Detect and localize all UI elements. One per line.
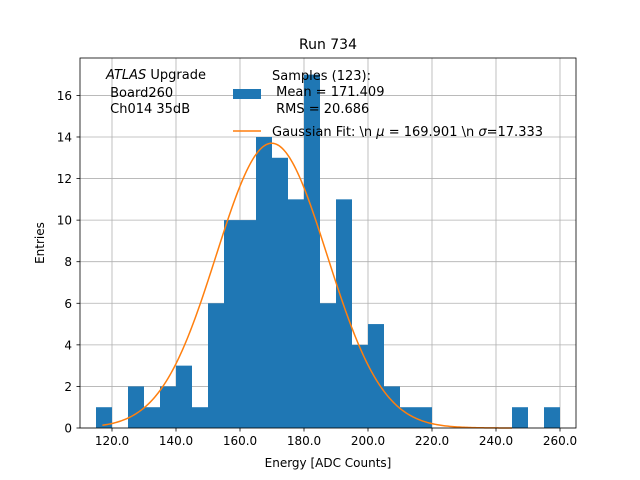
annotation-atlas: ATLAS (105, 68, 146, 83)
histogram-bar (336, 199, 352, 428)
histogram-bar (320, 303, 336, 428)
histogram-bar (144, 407, 160, 428)
annotation-line-2: Board260 (106, 86, 173, 101)
histogram-bar (128, 386, 144, 428)
atlas-annotation: ATLAS Upgrade Board260 Ch014 35dB (105, 68, 206, 117)
histogram-bar (208, 303, 224, 428)
x-tick-label: 240.0 (479, 434, 513, 448)
legend-histogram-line-1: Samples (123): (272, 69, 371, 84)
y-axis-label: Entries (33, 222, 47, 264)
y-tick-label: 10 (57, 214, 72, 228)
histogram-bars (96, 74, 560, 429)
y-tick-label: 2 (64, 380, 72, 394)
y-tick-label: 0 (64, 422, 72, 436)
histogram-bar (304, 74, 320, 428)
x-tick-label: 120.0 (95, 434, 129, 448)
x-tick-label: 140.0 (159, 434, 193, 448)
legend-histogram-line-3: RMS = 20.686 (272, 102, 369, 117)
histogram-bar (400, 407, 416, 428)
histogram-bar (352, 344, 368, 428)
x-tick-label: 260.0 (543, 434, 577, 448)
y-tick-label: 14 (57, 130, 72, 144)
gaussian-fit-curve (102, 142, 513, 429)
legend-fit-mu-symbol: μ (375, 125, 384, 140)
histogram-bar (272, 157, 288, 429)
y-tick-label: 4 (64, 338, 72, 352)
y-tick-label: 6 (64, 297, 72, 311)
x-tick-label: 160.0 (223, 434, 257, 448)
histogram-bar (96, 407, 112, 428)
y-axis-ticks: 0 2 4 6 8 10 12 14 16 (57, 89, 80, 436)
annotation-line-1: ATLAS Upgrade (105, 68, 206, 83)
histogram-bar (176, 365, 192, 428)
histogram-bar (160, 386, 176, 428)
plot-frame (79, 57, 577, 429)
annotation-upgrade: Upgrade (146, 68, 206, 83)
y-tick-label: 16 (57, 89, 72, 103)
histogram-bar (416, 407, 432, 428)
legend: Samples (123): Mean = 171.409 RMS = 20.6… (233, 69, 543, 140)
x-tick-label: 200.0 (351, 434, 385, 448)
legend-fit-sigma-value: =17.333 (487, 125, 543, 140)
histogram-bar (192, 407, 208, 428)
histogram-bar (544, 407, 560, 428)
legend-histogram-line-2: Mean = 171.409 (272, 85, 384, 100)
legend-fit-label: Gaussian Fit: \n μ = 169.901 \n σ=17.333 (272, 125, 543, 140)
histogram-bar (240, 220, 256, 428)
chart-title: Run 734 (299, 37, 357, 53)
x-tick-label: 220.0 (415, 434, 449, 448)
x-tick-label: 180.0 (287, 434, 321, 448)
y-tick-label: 8 (64, 255, 72, 269)
histogram-bar (368, 324, 384, 428)
legend-histogram-swatch (233, 89, 261, 99)
legend-fit-mu-value: = 169.901 \n (385, 125, 479, 140)
histogram-bar (512, 407, 528, 428)
histogram-bar (288, 199, 304, 428)
legend-fit-sigma-symbol: σ (478, 125, 487, 140)
histogram-bar (256, 136, 272, 428)
x-axis-ticks: 120.0 140.0 160.0 180.0 200.0 220.0 240.0 260.0 (95, 428, 577, 448)
legend-fit-prefix: Gaussian Fit: \n (272, 125, 376, 140)
y-tick-label: 12 (57, 172, 72, 186)
annotation-line-3: Ch014 35dB (106, 102, 190, 117)
x-axis-label: Energy [ADC Counts] (265, 456, 392, 470)
histogram-bar (224, 220, 240, 428)
